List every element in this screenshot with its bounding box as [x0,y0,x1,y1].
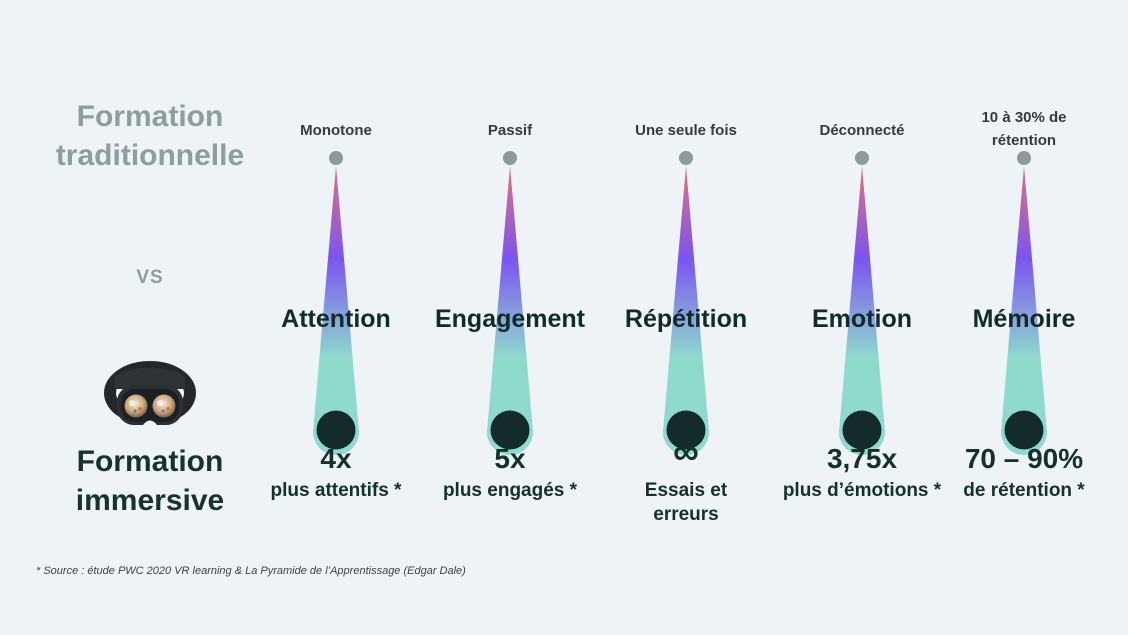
traditional-trait-label: Une seule fois [635,122,737,139]
column-engagement: Passif Engagement 5x plus engagés * [425,0,595,635]
endpoint-dot-icon [316,410,356,450]
gradient-cone-icon [839,151,885,455]
category-label: Répétition [624,305,748,333]
stat-value: 70 – 90% [964,443,1084,474]
traditional-trait-label: Passif [487,122,533,139]
immersive-training-title: Formation immersive [75,445,225,517]
gradient-cone-icon [1001,151,1047,455]
endpoint-dot-icon [666,410,706,450]
gradient-cone-icon [487,151,533,455]
start-dot-icon [1017,151,1031,165]
gradient-cone-icon [663,151,709,455]
gradient-cone-icon [313,151,359,455]
stat-value: 3,75x [826,443,898,474]
stat-value: 4x [320,443,352,474]
start-dot-icon [679,151,693,165]
column-emotion: Déconnecté Emotion 3,75x plus d’émotions… [777,0,947,635]
start-dot-icon [503,151,517,165]
vr-headset-icon [101,359,199,429]
stat-value: 5x [494,443,526,474]
traditional-training-title: Formation traditionnelle [55,100,245,172]
column-attention: Monotone Attention 4x plus attentifs * [251,0,421,635]
category-label: Engagement [434,305,586,333]
column-repetition: Une seule fois Répétition ∞ Essais et er… [601,0,771,635]
stat-description: Essais et erreurs [644,480,728,525]
stat-description: de rétention * [963,480,1085,501]
stat-description: plus d’émotions * [782,480,942,501]
start-dot-icon [329,151,343,165]
traditional-trait-label: Déconnecté [819,122,905,139]
source-footnote: * Source : étude PWC 2020 VR learning & … [36,565,466,577]
endpoint-dot-icon [842,410,882,450]
category-label: Attention [281,305,391,333]
start-dot-icon [855,151,869,165]
traditional-trait-label: 10 à 30% de rétention [981,109,1067,149]
traditional-trait-label: Monotone [300,122,372,139]
vs-label: VS [136,267,164,288]
stat-value: ∞ [673,431,699,472]
category-label: Emotion [812,305,912,333]
endpoint-dot-icon [1004,410,1044,450]
stat-description: plus engagés * [442,480,578,501]
endpoint-dot-icon [490,410,530,450]
stat-description: plus attentifs * [270,480,402,501]
category-label: Mémoire [972,305,1076,333]
column-memoire: 10 à 30% de rétention Mémoire 70 – 90% d… [939,0,1109,635]
